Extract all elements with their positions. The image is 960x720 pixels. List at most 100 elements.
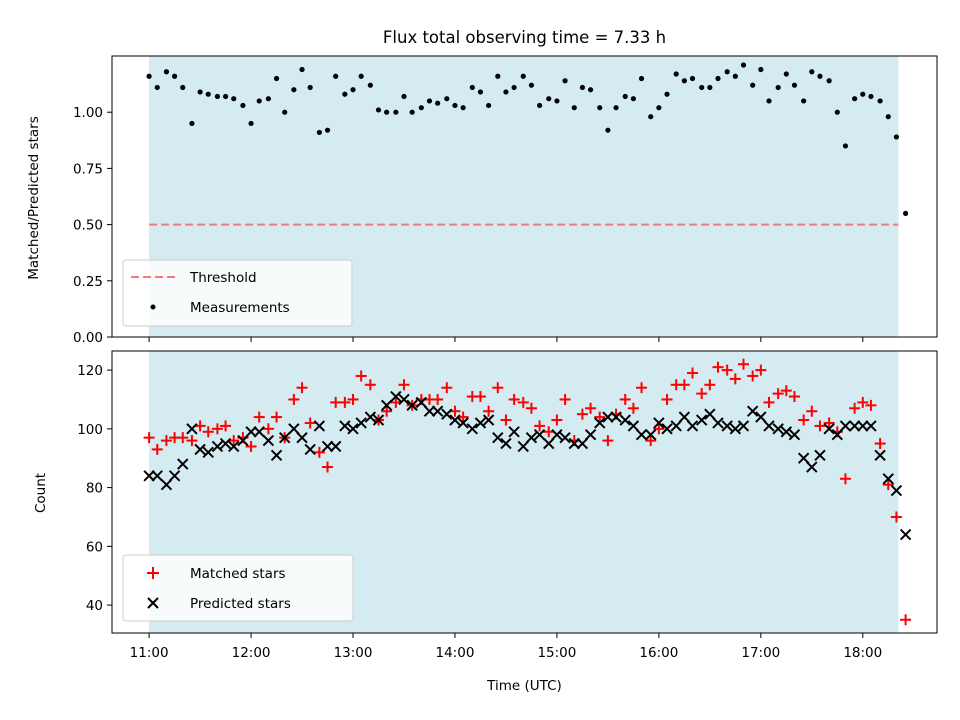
predicted-star-point — [143, 470, 155, 482]
y-tick-label-top: 0.50 — [73, 218, 103, 234]
matched-star-point — [262, 423, 274, 435]
matched-star-point — [339, 396, 351, 408]
measurement-point — [622, 93, 628, 100]
matched-star-point — [543, 426, 555, 438]
matched-star-point — [636, 382, 648, 394]
measurement-point — [282, 109, 288, 115]
measurement-point — [750, 82, 756, 88]
matched-star-point — [304, 417, 316, 429]
predicted-star-point — [619, 414, 631, 426]
predicted-star-point — [653, 417, 665, 429]
predicted-stars-points — [143, 390, 912, 541]
predicted-star-point — [279, 431, 291, 444]
predicted-star-point — [568, 437, 580, 450]
measurement-point — [426, 98, 433, 104]
measurement-point — [180, 84, 186, 91]
predicted-star-point — [482, 414, 495, 426]
matched-star-point — [534, 420, 546, 432]
matched-star-point — [882, 479, 894, 491]
legend-predicted-swatch — [147, 597, 159, 609]
predicted-star-point — [780, 426, 793, 438]
matched-star-point — [839, 473, 851, 485]
measurement-point — [724, 69, 730, 75]
measurement-point — [868, 93, 874, 100]
predicted-star-point — [228, 440, 240, 453]
predicted-star-point — [686, 420, 699, 432]
matched-star-point — [194, 420, 206, 432]
matched-star-point — [186, 435, 198, 447]
predicted-star-point — [525, 431, 538, 444]
measurement-point — [775, 84, 781, 91]
measurement-point — [435, 100, 441, 106]
measurement-point — [171, 73, 178, 79]
measurement-point — [205, 91, 211, 97]
matched-stars-points — [143, 358, 912, 626]
matched-star-point — [211, 423, 223, 435]
measurement-point — [291, 87, 297, 93]
predicted-star-point — [755, 411, 767, 423]
measurement-point — [613, 105, 619, 111]
predicted-star-point — [899, 528, 912, 541]
predicted-star-point — [321, 440, 334, 453]
matched-star-point — [288, 393, 300, 405]
matched-star-point — [322, 461, 334, 473]
matched-star-point — [874, 438, 886, 450]
y-axis-ticks-bottom: 40 60 80 100 120 — [77, 363, 112, 614]
measurement-point — [579, 84, 586, 91]
predicted-star-point — [721, 420, 733, 432]
bottom-plot-frame — [111, 350, 938, 634]
predicted-star-point — [533, 429, 546, 441]
matched-star-point — [202, 426, 214, 438]
measurement-point — [265, 96, 271, 102]
predicted-star-point — [390, 390, 402, 403]
measurement-point — [885, 114, 891, 120]
predicted-star-point — [288, 423, 300, 435]
measurement-point — [834, 109, 840, 115]
measurement-point — [197, 89, 203, 95]
x-tick-label: 11:00 — [130, 645, 169, 661]
predicted-star-point — [797, 452, 810, 464]
matched-star-point — [645, 435, 657, 447]
matched-star-point — [355, 370, 367, 382]
predicted-star-point — [737, 420, 750, 432]
predicted-star-point — [270, 449, 283, 461]
matched-star-point — [517, 396, 529, 408]
measurement-point — [486, 102, 492, 109]
measurement-point — [587, 87, 594, 93]
measurement-point — [893, 134, 900, 140]
measurement-point — [248, 120, 254, 127]
predicted-star-point — [670, 420, 682, 432]
predicted-star-point — [202, 446, 214, 459]
measurement-point — [571, 105, 577, 111]
predicted-star-point — [398, 393, 410, 406]
y-tick-label-bottom: 120 — [77, 363, 103, 379]
predicted-star-point — [517, 440, 529, 453]
predicted-star-point — [313, 420, 326, 432]
predicted-star-point — [704, 408, 716, 420]
measurement-point — [673, 71, 679, 77]
predicted-star-point — [865, 420, 877, 432]
measurement-point — [299, 66, 305, 73]
predicted-star-point — [874, 449, 886, 461]
predicted-star-point — [729, 423, 742, 435]
measurement-point — [715, 75, 721, 82]
predicted-star-point — [329, 440, 342, 453]
measurement-point — [256, 98, 262, 104]
matched-star-point — [755, 364, 767, 376]
measurement-point — [791, 82, 798, 88]
measurement-point — [801, 98, 807, 104]
x-tick-label: 14:00 — [436, 645, 475, 661]
measurement-point — [699, 84, 705, 91]
matched-star-point — [661, 393, 673, 405]
measurement-point — [452, 102, 458, 109]
matched-star-point — [696, 388, 708, 400]
predicted-star-point — [551, 429, 563, 441]
predicted-star-point — [661, 423, 673, 435]
matched-star-point — [763, 396, 775, 408]
x-axis-ticks-top — [148, 337, 864, 342]
legend-box — [122, 259, 353, 327]
x-tick-label: 12:00 — [232, 645, 271, 661]
y-tick-label-bottom: 40 — [86, 598, 103, 614]
matched-star-point — [492, 382, 504, 394]
matched-star-point — [381, 405, 393, 417]
